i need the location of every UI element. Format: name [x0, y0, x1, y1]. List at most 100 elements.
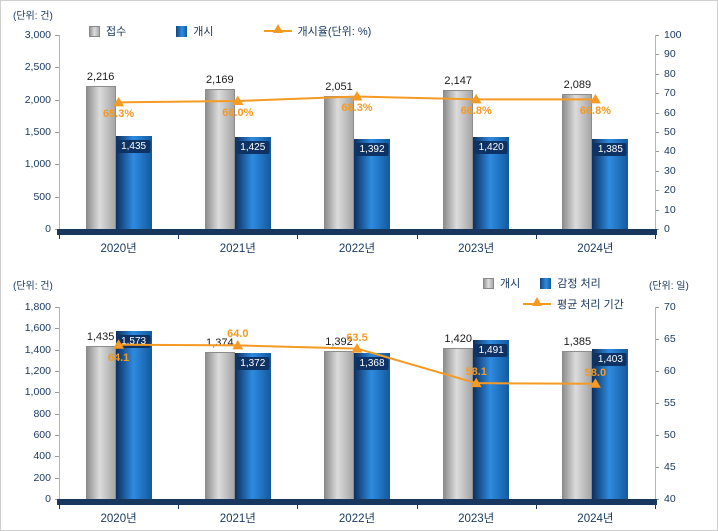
bar-gray	[443, 90, 474, 229]
bar-value-label: 1,385	[563, 336, 592, 349]
y2-axis-tick	[655, 435, 659, 436]
y-axis-tick	[55, 35, 59, 36]
x-axis-baseline	[57, 499, 657, 505]
legend-label: 개시	[500, 278, 521, 290]
bar-value-chip: 1,392	[355, 142, 389, 156]
x-axis-category-label: 2023년	[458, 243, 495, 255]
y2-axis-tick-label: 30	[664, 164, 676, 177]
bar-value-label: 1,392	[325, 335, 353, 348]
x-axis-category-label: 2024년	[577, 513, 614, 525]
y-axis-line	[59, 35, 60, 229]
y-axis-tick	[55, 307, 59, 308]
x-axis-category-label: 2020년	[100, 513, 137, 525]
y2-axis-tick-label: 65	[664, 333, 676, 345]
bar-value-chip: 1,403	[593, 353, 627, 367]
triangle-marker-icon	[351, 343, 363, 353]
y-axis-tick-label: 600	[33, 429, 51, 441]
y2-axis-tick	[655, 403, 659, 404]
bar-blue	[115, 331, 152, 499]
x-axis-tick	[535, 505, 537, 509]
y2-axis-tick-label: 50	[664, 126, 676, 138]
y2-axis-tick	[655, 499, 659, 500]
line-legend-marker-icon	[523, 303, 551, 305]
bar-value-label: 1,435	[86, 330, 115, 343]
legend-label: 개시율(단위: %)	[297, 26, 372, 38]
y-axis-tick	[55, 67, 59, 69]
y2-axis-tick-label: 80	[664, 67, 676, 80]
bar-blue	[354, 353, 390, 499]
y-axis-tick	[55, 477, 59, 479]
bar-value-label: 2,089	[563, 78, 592, 91]
chart-bottom: (단위: 건) (단위: 일) 개시 감정 처리 평균 처리 기간 1,800 1,600 1…	[1, 263, 717, 529]
x-axis-tick	[416, 505, 418, 509]
trend-line	[113, 339, 601, 388]
chart-top: (단위: 건) 접수 개시 개시율(단위: %) 3,000 2,500 2,000 1,50…	[1, 1, 717, 259]
bar-blue	[592, 349, 629, 499]
y2-axis-tick-label: 70	[664, 301, 676, 313]
bar-gray	[443, 347, 474, 499]
y-axis-tick	[55, 456, 59, 458]
bar-gray	[562, 351, 593, 499]
y-axis-tick-label: 2,500	[24, 61, 51, 74]
triangle-marker-icon	[113, 96, 125, 107]
unit-label-left: (단위: 건)	[13, 11, 53, 22]
y-axis-tick-label: 1,000	[24, 386, 51, 399]
x-axis-category-label: 2020년	[100, 243, 137, 255]
triangle-marker-icon	[232, 339, 244, 350]
line-value-label: 66.8%	[579, 105, 611, 118]
bar-gray	[324, 350, 354, 499]
y-axis-tick	[55, 132, 59, 133]
bar-value-chip: 1,491	[474, 343, 508, 357]
y-axis-tick	[55, 99, 59, 101]
y2-axis-tick-label: 70	[664, 87, 676, 100]
legend-row-1: 개시 감정 처리	[483, 275, 601, 291]
y-axis-tick	[55, 164, 59, 166]
bar-value-label: 2,147	[444, 75, 472, 88]
legend-label: 접수	[106, 26, 127, 38]
line-value-label: 66.0%	[222, 106, 254, 119]
x-axis-category-label: 2022년	[338, 513, 376, 525]
y-axis-tick-label: 200	[33, 471, 51, 484]
y2-axis-tick-label: 60	[664, 106, 676, 119]
bar-gray	[204, 352, 235, 499]
x-axis-category-label: 2023년	[458, 513, 495, 525]
bar-blue	[473, 339, 510, 499]
y-axis-tick-label: 400	[33, 450, 51, 463]
bar-gray	[324, 96, 354, 229]
y2-axis-tick-label: 0	[664, 223, 670, 235]
y-axis-tick	[55, 349, 59, 351]
y2-axis-tick	[655, 151, 659, 153]
line-value-label: 64.1	[107, 351, 130, 364]
y-axis-tick-label: 1,600	[24, 322, 51, 335]
y2-axis-tick-label: 55	[664, 397, 676, 409]
triangle-marker-icon	[351, 90, 363, 101]
y2-axis-tick-label: 10	[664, 203, 676, 216]
y-axis-tick-label: 1,200	[24, 365, 51, 377]
bar-value-chip: 1,425	[236, 140, 270, 154]
line-value-label: 58.0	[584, 366, 607, 379]
line-value-label: 66.8%	[460, 105, 492, 118]
legend-item: 개시율(단위: %)	[263, 23, 372, 39]
bar-value-chip: 1,435	[117, 140, 151, 154]
bar-value-label: 2,169	[206, 73, 234, 86]
y2-axis-tick	[655, 371, 659, 372]
x-axis-tick	[655, 505, 656, 509]
y-axis-tick	[55, 196, 59, 198]
y2-axis-tick	[655, 190, 659, 192]
legend-item: 접수	[89, 23, 126, 39]
y2-axis-tick	[655, 467, 659, 468]
x-axis-tick	[178, 235, 180, 239]
y2-axis-tick	[655, 209, 659, 211]
y-axis-tick-label: 1,500	[24, 126, 51, 138]
y-axis-tick-label: 0	[45, 493, 51, 505]
triangle-marker-icon	[589, 93, 601, 104]
line-legend-marker-icon	[263, 30, 292, 32]
y2-axis-tick-label: 100	[664, 29, 682, 41]
y2-axis-tick-label: 50	[664, 429, 676, 441]
legend-item: 평균 처리 기간	[523, 296, 624, 312]
y2-axis-tick-label: 90	[664, 48, 676, 61]
y-axis-tick-label: 1,000	[24, 158, 51, 171]
y-axis-tick-label: 2,000	[24, 93, 51, 106]
bar-gray	[204, 88, 235, 229]
